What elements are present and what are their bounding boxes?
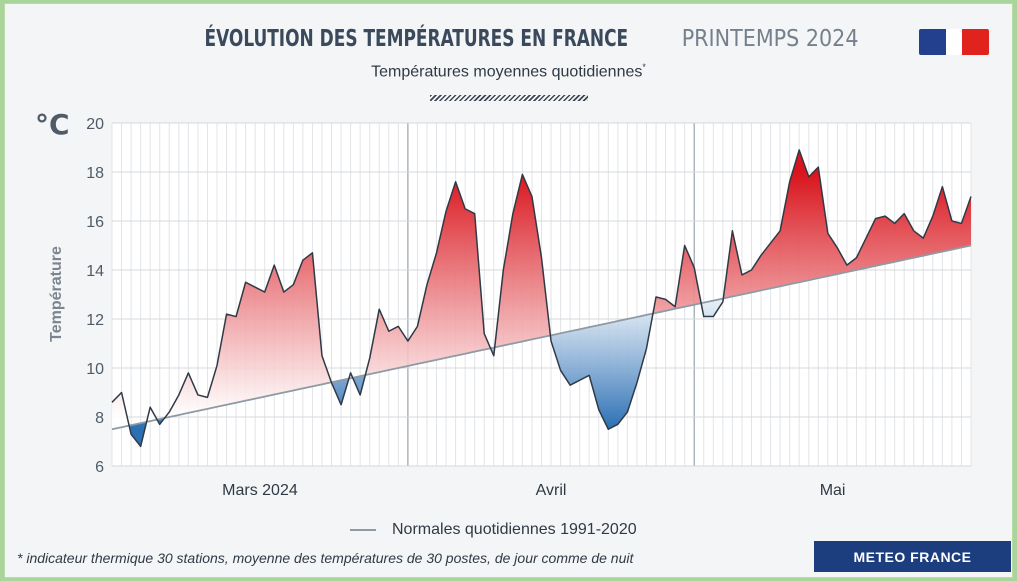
normals-line: [111, 244, 972, 431]
y-tick-label: 8: [95, 410, 104, 427]
warm-anomaly-area: [112, 149, 971, 430]
y-tick-label: 10: [86, 361, 104, 378]
footnote: * indicateur thermique 30 stations, moye…: [17, 550, 634, 566]
flag-blue: [919, 29, 946, 55]
chart-subtitle: Températures moyennes quotidiennes*: [5, 62, 1012, 81]
subtitle-footnote-mark: *: [642, 62, 646, 72]
y-tick-label: 20: [86, 116, 104, 133]
subtitle-text: Températures moyennes quotidiennes: [371, 63, 643, 81]
y-tick-label: 16: [86, 214, 104, 231]
y-tick-label: 14: [86, 263, 104, 280]
title-main: ÉVOLUTION DES TEMPÉRATURES EN FRANCE: [204, 26, 629, 52]
y-tick-label: 18: [86, 165, 104, 182]
brand-badge: METEO FRANCE: [814, 541, 1011, 572]
legend: Normales quotidiennes 1991-2020: [350, 521, 637, 539]
flag-red: [962, 29, 989, 55]
flag-logo: [919, 29, 989, 55]
temperature-chart: 6 8 10 12 14 16 18 20 Mars 2024 Avril Mai: [86, 116, 972, 499]
legend-label: Normales quotidiennes 1991-2020: [392, 521, 637, 538]
flag-white: [945, 29, 963, 55]
infographic-card: ÉVOLUTION DES TEMPÉRATURES EN FRANCE PRI…: [4, 3, 1013, 578]
y-tick-label: 12: [86, 312, 104, 329]
x-month-label: Mars 2024: [222, 482, 298, 499]
page-title: ÉVOLUTION DES TEMPÉRATURES EN FRANCE PRI…: [5, 26, 1012, 52]
x-month-label: Avril: [536, 482, 567, 499]
title-divider: [430, 95, 588, 101]
y-tick-label: 6: [95, 459, 104, 476]
title-season: PRINTEMPS 2024: [681, 26, 859, 52]
legend-line-swatch: [350, 529, 376, 531]
unit-label: °C: [35, 108, 70, 141]
temperature-line: [111, 149, 972, 448]
x-month-label: Mai: [820, 482, 846, 499]
